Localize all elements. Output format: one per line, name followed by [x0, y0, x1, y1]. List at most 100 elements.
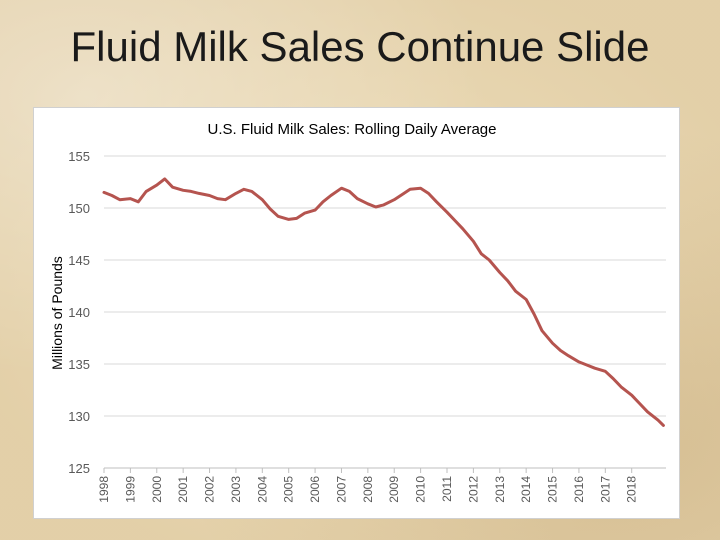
x-tick-label: 2005 [282, 476, 296, 503]
x-tick-label: 2004 [255, 476, 269, 503]
data-point [499, 271, 501, 274]
x-tick-label: 2016 [572, 476, 586, 503]
data-point [208, 194, 211, 197]
data-point [243, 188, 245, 191]
data-point [435, 201, 438, 203]
data-point [393, 198, 396, 201]
data-point [137, 201, 140, 203]
data-point [119, 198, 121, 201]
data-point [578, 361, 580, 363]
data-point [103, 191, 105, 194]
x-tick-label: 1999 [123, 476, 137, 503]
data-point [356, 197, 359, 200]
x-tick-label: 2010 [414, 476, 428, 503]
data-point [330, 194, 332, 197]
data-point [594, 367, 596, 370]
data-point [559, 349, 562, 352]
data-point [303, 212, 306, 214]
x-tick-label: 2014 [519, 476, 533, 503]
x-tick-label: 2012 [466, 476, 480, 503]
y-tick-labels: 125 130 135 140 145 150 155 [68, 149, 90, 476]
data-point [277, 215, 279, 218]
slide-title: Fluid Milk Sales Continue Slide [70, 23, 650, 70]
data-point [462, 228, 464, 230]
x-tick-label: 2002 [203, 476, 217, 503]
y-axis-label: Millions of Pounds [49, 256, 65, 370]
x-tick-label: 2003 [229, 476, 243, 503]
x-tick-label: 2017 [598, 476, 612, 503]
data-point [551, 342, 554, 344]
data-point [620, 386, 622, 388]
data-point [612, 377, 614, 380]
data-point [261, 198, 264, 201]
x-tick-label: 2006 [308, 476, 322, 503]
x-tick-label: 2018 [625, 476, 639, 503]
x-tick-labels: 1998 1999 2000 2001 2002 2003 2004 2005 2006 2007… [97, 476, 639, 503]
data-point [182, 189, 184, 192]
gridlines [103, 155, 666, 473]
data-point [446, 211, 448, 213]
chart-title: U.S. Fluid Milk Sales: Rolling Daily Ave… [207, 121, 496, 138]
data-point [163, 178, 166, 180]
data-point [533, 313, 535, 315]
y-tick-label: 130 [68, 409, 90, 424]
data-point [190, 190, 192, 193]
data-point [129, 197, 132, 200]
data-point [111, 194, 113, 197]
data-point [348, 190, 351, 193]
data-point [480, 253, 483, 255]
y-tick-label: 145 [68, 253, 90, 268]
data-point [340, 187, 343, 189]
data-point [646, 411, 649, 413]
data-point [401, 193, 404, 196]
data-point [171, 186, 174, 188]
x-tick-label: 2009 [387, 476, 401, 503]
line-chart: U.S. Fluid Milk Sales: Rolling Daily Ave… [49, 121, 666, 503]
data-point [216, 197, 219, 200]
data-point [287, 218, 290, 221]
y-tick-label: 125 [68, 461, 90, 476]
data-point [419, 187, 422, 189]
data-point [567, 354, 570, 357]
data-point [525, 298, 527, 301]
data-point [586, 364, 588, 366]
data-point [314, 209, 316, 211]
data-point [382, 204, 385, 206]
y-tick-label: 150 [68, 201, 90, 216]
data-point [224, 198, 227, 201]
data-point [235, 192, 237, 195]
chart-panel: U.S. Fluid Milk Sales: Rolling Daily Ave… [33, 107, 680, 519]
data-point [375, 206, 377, 208]
data-point [367, 203, 369, 205]
x-tick-label: 2008 [361, 476, 375, 503]
x-tick-label: 2000 [150, 476, 164, 503]
y-tick-label: 155 [68, 149, 90, 164]
data-point [630, 394, 633, 397]
data-point [427, 192, 430, 195]
y-tick-label: 140 [68, 305, 90, 320]
data-point [322, 201, 324, 203]
series-line-0 [102, 177, 665, 427]
data-point [156, 184, 158, 186]
data-point [295, 217, 298, 220]
data-point [514, 290, 517, 292]
data-point [662, 424, 665, 427]
data-point [454, 219, 456, 222]
data-point [251, 190, 253, 193]
data-point [488, 259, 491, 261]
x-tick-label: 2007 [334, 476, 348, 503]
x-tick-label: 2001 [176, 476, 190, 503]
x-tick-label: 1998 [97, 476, 111, 503]
data-point [472, 240, 475, 243]
data-point [506, 280, 509, 282]
data-point [198, 192, 200, 195]
data-point [145, 190, 147, 193]
x-tick-label: 2013 [493, 476, 507, 503]
data-point [638, 402, 641, 405]
x-tick-label: 2015 [546, 476, 560, 503]
data-point [541, 329, 543, 332]
data-point [604, 370, 607, 373]
data-point [409, 188, 411, 191]
x-tick-label: 2011 [440, 476, 454, 502]
data-point [657, 419, 659, 422]
